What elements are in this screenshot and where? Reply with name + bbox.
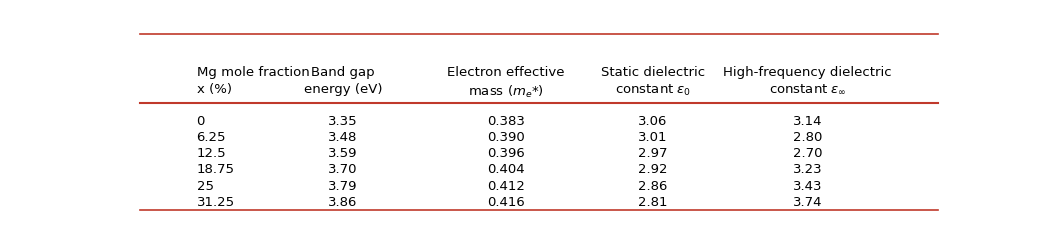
Text: 25: 25	[197, 180, 213, 193]
Text: 2.92: 2.92	[638, 163, 667, 176]
Text: 2.70: 2.70	[792, 147, 822, 160]
Text: 31.25: 31.25	[197, 196, 234, 209]
Text: 0.383: 0.383	[487, 115, 526, 128]
Text: 6.25: 6.25	[197, 131, 226, 144]
Text: 0.396: 0.396	[488, 147, 524, 160]
Text: 3.35: 3.35	[328, 115, 358, 128]
Text: 0.412: 0.412	[487, 180, 526, 193]
Text: 0.416: 0.416	[488, 196, 524, 209]
Text: 18.75: 18.75	[197, 163, 234, 176]
Text: 2.81: 2.81	[638, 196, 667, 209]
Text: Static dielectric
constant $ε_0$: Static dielectric constant $ε_0$	[600, 66, 705, 98]
Text: Mg mole fraction
x (%): Mg mole fraction x (%)	[197, 66, 309, 96]
Text: 3.01: 3.01	[638, 131, 667, 144]
Text: 3.43: 3.43	[792, 180, 822, 193]
Text: 3.74: 3.74	[792, 196, 822, 209]
Text: 3.70: 3.70	[328, 163, 358, 176]
Text: 0: 0	[197, 115, 205, 128]
Text: 12.5: 12.5	[197, 147, 226, 160]
Text: 2.97: 2.97	[638, 147, 667, 160]
Text: 2.80: 2.80	[792, 131, 822, 144]
Text: 3.48: 3.48	[329, 131, 357, 144]
Text: 3.59: 3.59	[328, 147, 358, 160]
Text: High-frequency dielectric
constant $ε_∞$: High-frequency dielectric constant $ε_∞$	[723, 66, 891, 96]
Text: 0.390: 0.390	[488, 131, 524, 144]
Text: 3.14: 3.14	[792, 115, 822, 128]
Text: 3.23: 3.23	[792, 163, 822, 176]
Text: Electron effective
mass ($m_e$*): Electron effective mass ($m_e$*)	[448, 66, 564, 100]
Text: Band gap
energy (eV): Band gap energy (eV)	[304, 66, 383, 96]
Text: 0.404: 0.404	[488, 163, 524, 176]
Text: 2.86: 2.86	[638, 180, 667, 193]
Text: 3.06: 3.06	[638, 115, 667, 128]
Text: 3.79: 3.79	[328, 180, 358, 193]
Text: 3.86: 3.86	[329, 196, 357, 209]
